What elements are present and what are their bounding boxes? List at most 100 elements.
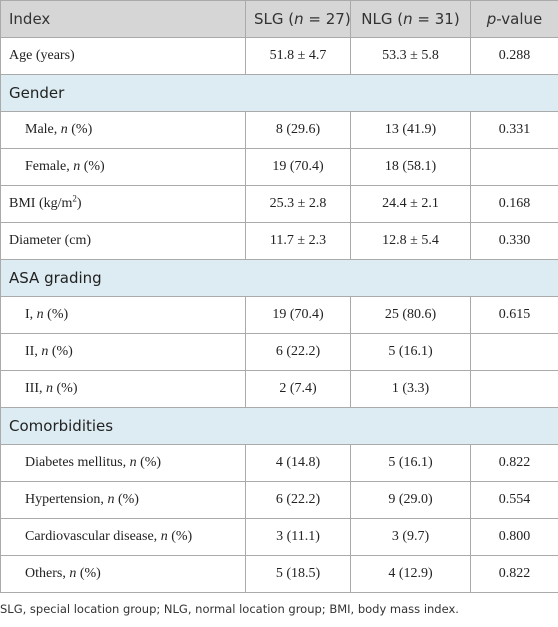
italic-text: n	[107, 492, 115, 507]
text: = 27)	[303, 10, 351, 28]
text: II,	[25, 344, 42, 359]
text: Female,	[25, 159, 74, 174]
text: BMI (kg/m	[9, 196, 73, 211]
text: (%)	[114, 492, 139, 507]
text: SLG (	[254, 10, 295, 28]
row-label: Age (years)	[0, 37, 246, 75]
data-row: Hypertension, n (%) 6 (22.2) 9 (29.0) 0.554	[0, 481, 558, 519]
value-cell: 0.822	[470, 555, 558, 593]
text: Hypertension,	[25, 492, 108, 507]
text: Cardiovascular disease,	[25, 529, 161, 544]
superscript: 2	[72, 193, 77, 204]
value-cell: 53.3 ± 5.8	[350, 37, 471, 75]
row-label: Cardiovascular disease, n (%)	[0, 518, 246, 556]
value-cell: 51.8 ± 4.7	[245, 37, 351, 75]
value-cell: 25 (80.6)	[350, 296, 471, 334]
value-cell: 11.7 ± 2.3	[245, 222, 351, 260]
row-label: Male, n (%)	[0, 111, 246, 149]
value-cell: 25.3 ± 2.8	[245, 185, 351, 223]
header-cell: NLG (n = 31)	[350, 0, 471, 38]
text: -value	[496, 10, 543, 28]
section-row: ASA grading	[0, 259, 558, 297]
value-cell: 0.554	[470, 481, 558, 519]
value-cell: 3 (11.1)	[245, 518, 351, 556]
italic-text: n	[41, 344, 49, 359]
data-row: Age (years) 51.8 ± 4.7 53.3 ± 5.8 0.288	[0, 37, 558, 75]
data-row: Cardiovascular disease, n (%) 3 (11.1) 3 (…	[0, 518, 558, 556]
value-cell: 6 (22.2)	[245, 333, 351, 371]
text: Diameter (cm)	[9, 233, 92, 248]
text: Diabetes mellitus,	[25, 455, 130, 470]
text: III,	[25, 381, 46, 396]
value-cell: 13 (41.9)	[350, 111, 471, 149]
text: )	[76, 196, 82, 211]
value-cell	[470, 333, 558, 371]
text: NLG (	[361, 10, 404, 28]
data-row: Female, n (%) 19 (70.4) 18 (58.1)	[0, 148, 558, 186]
section-row: Gender	[0, 74, 558, 112]
row-label: II, n (%)	[0, 333, 246, 371]
row-label: BMI (kg/m2)	[0, 185, 246, 223]
row-label: Female, n (%)	[0, 148, 246, 186]
row-label: Others, n (%)	[0, 555, 246, 593]
data-row: I, n (%) 19 (70.4) 25 (80.6) 0.615	[0, 296, 558, 334]
header-cell: p-value	[470, 0, 558, 38]
data-row: BMI (kg/m2) 25.3 ± 2.8 24.4 ± 2.1 0.168	[0, 185, 558, 223]
section-cell: Comorbidities	[0, 407, 558, 445]
value-cell: 5 (16.1)	[350, 444, 471, 482]
value-cell: 0.331	[470, 111, 558, 149]
italic-text: n	[60, 122, 68, 137]
italic-text: n	[160, 529, 168, 544]
text: (%)	[136, 455, 162, 470]
text: (%)	[76, 566, 101, 581]
italic-text: n	[403, 10, 413, 28]
data-row: Diabetes mellitus, n (%) 4 (14.8) 5 (16.1)…	[0, 444, 558, 482]
row-label: I, n (%)	[0, 296, 246, 334]
text: Age (years)	[9, 48, 75, 63]
value-cell: 5 (18.5)	[245, 555, 351, 593]
italic-text: p	[486, 10, 497, 28]
text: (%)	[43, 307, 69, 322]
row-label: Hypertension, n (%)	[0, 481, 246, 519]
value-cell: 19 (70.4)	[245, 296, 351, 334]
italic-text: n	[69, 566, 77, 581]
value-cell: 19 (70.4)	[245, 148, 351, 186]
value-cell: 0.822	[470, 444, 558, 482]
text: (%)	[167, 529, 193, 544]
value-cell: 1 (3.3)	[350, 370, 471, 408]
value-cell: 24.4 ± 2.1	[350, 185, 471, 223]
section-cell: Gender	[0, 74, 558, 112]
value-cell: 0.288	[470, 37, 558, 75]
text: (%)	[53, 381, 78, 396]
value-cell: 0.168	[470, 185, 558, 223]
italic-text: n	[73, 159, 81, 174]
footnote: SLG, special location group; NLG, normal…	[0, 602, 459, 616]
data-row: Diameter (cm) 11.7 ± 2.3 12.8 ± 5.4 0.330	[0, 222, 558, 260]
data-row: Male, n (%) 8 (29.6) 13 (41.9) 0.331	[0, 111, 558, 149]
value-cell: 12.8 ± 5.4	[350, 222, 471, 260]
italic-text: n	[46, 381, 53, 396]
row-label: III, n (%)	[0, 370, 246, 408]
value-cell: 4 (12.9)	[350, 555, 471, 593]
text: Index	[9, 10, 51, 28]
value-cell: 0.615	[470, 296, 558, 334]
section-cell: ASA grading	[0, 259, 558, 297]
value-cell: 0.800	[470, 518, 558, 556]
section-row: Comorbidities	[0, 407, 558, 445]
text: I,	[25, 307, 37, 322]
value-cell: 8 (29.6)	[245, 111, 351, 149]
data-row: II, n (%) 6 (22.2) 5 (16.1)	[0, 333, 558, 371]
data-row: Others, n (%) 5 (18.5) 4 (12.9) 0.822	[0, 555, 558, 593]
text: Others,	[25, 566, 70, 581]
value-cell: 9 (29.0)	[350, 481, 471, 519]
italic-text: n	[36, 307, 44, 322]
row-label: Diabetes mellitus, n (%)	[0, 444, 246, 482]
header-cell: Index	[0, 0, 246, 38]
text: (%)	[48, 344, 73, 359]
value-cell	[470, 370, 558, 408]
header-row: Index SLG (n = 27) NLG (n = 31) p-value	[0, 0, 558, 38]
text: = 31)	[412, 10, 460, 28]
value-cell: 5 (16.1)	[350, 333, 471, 371]
text: Male,	[25, 122, 61, 137]
value-cell: 3 (9.7)	[350, 518, 471, 556]
